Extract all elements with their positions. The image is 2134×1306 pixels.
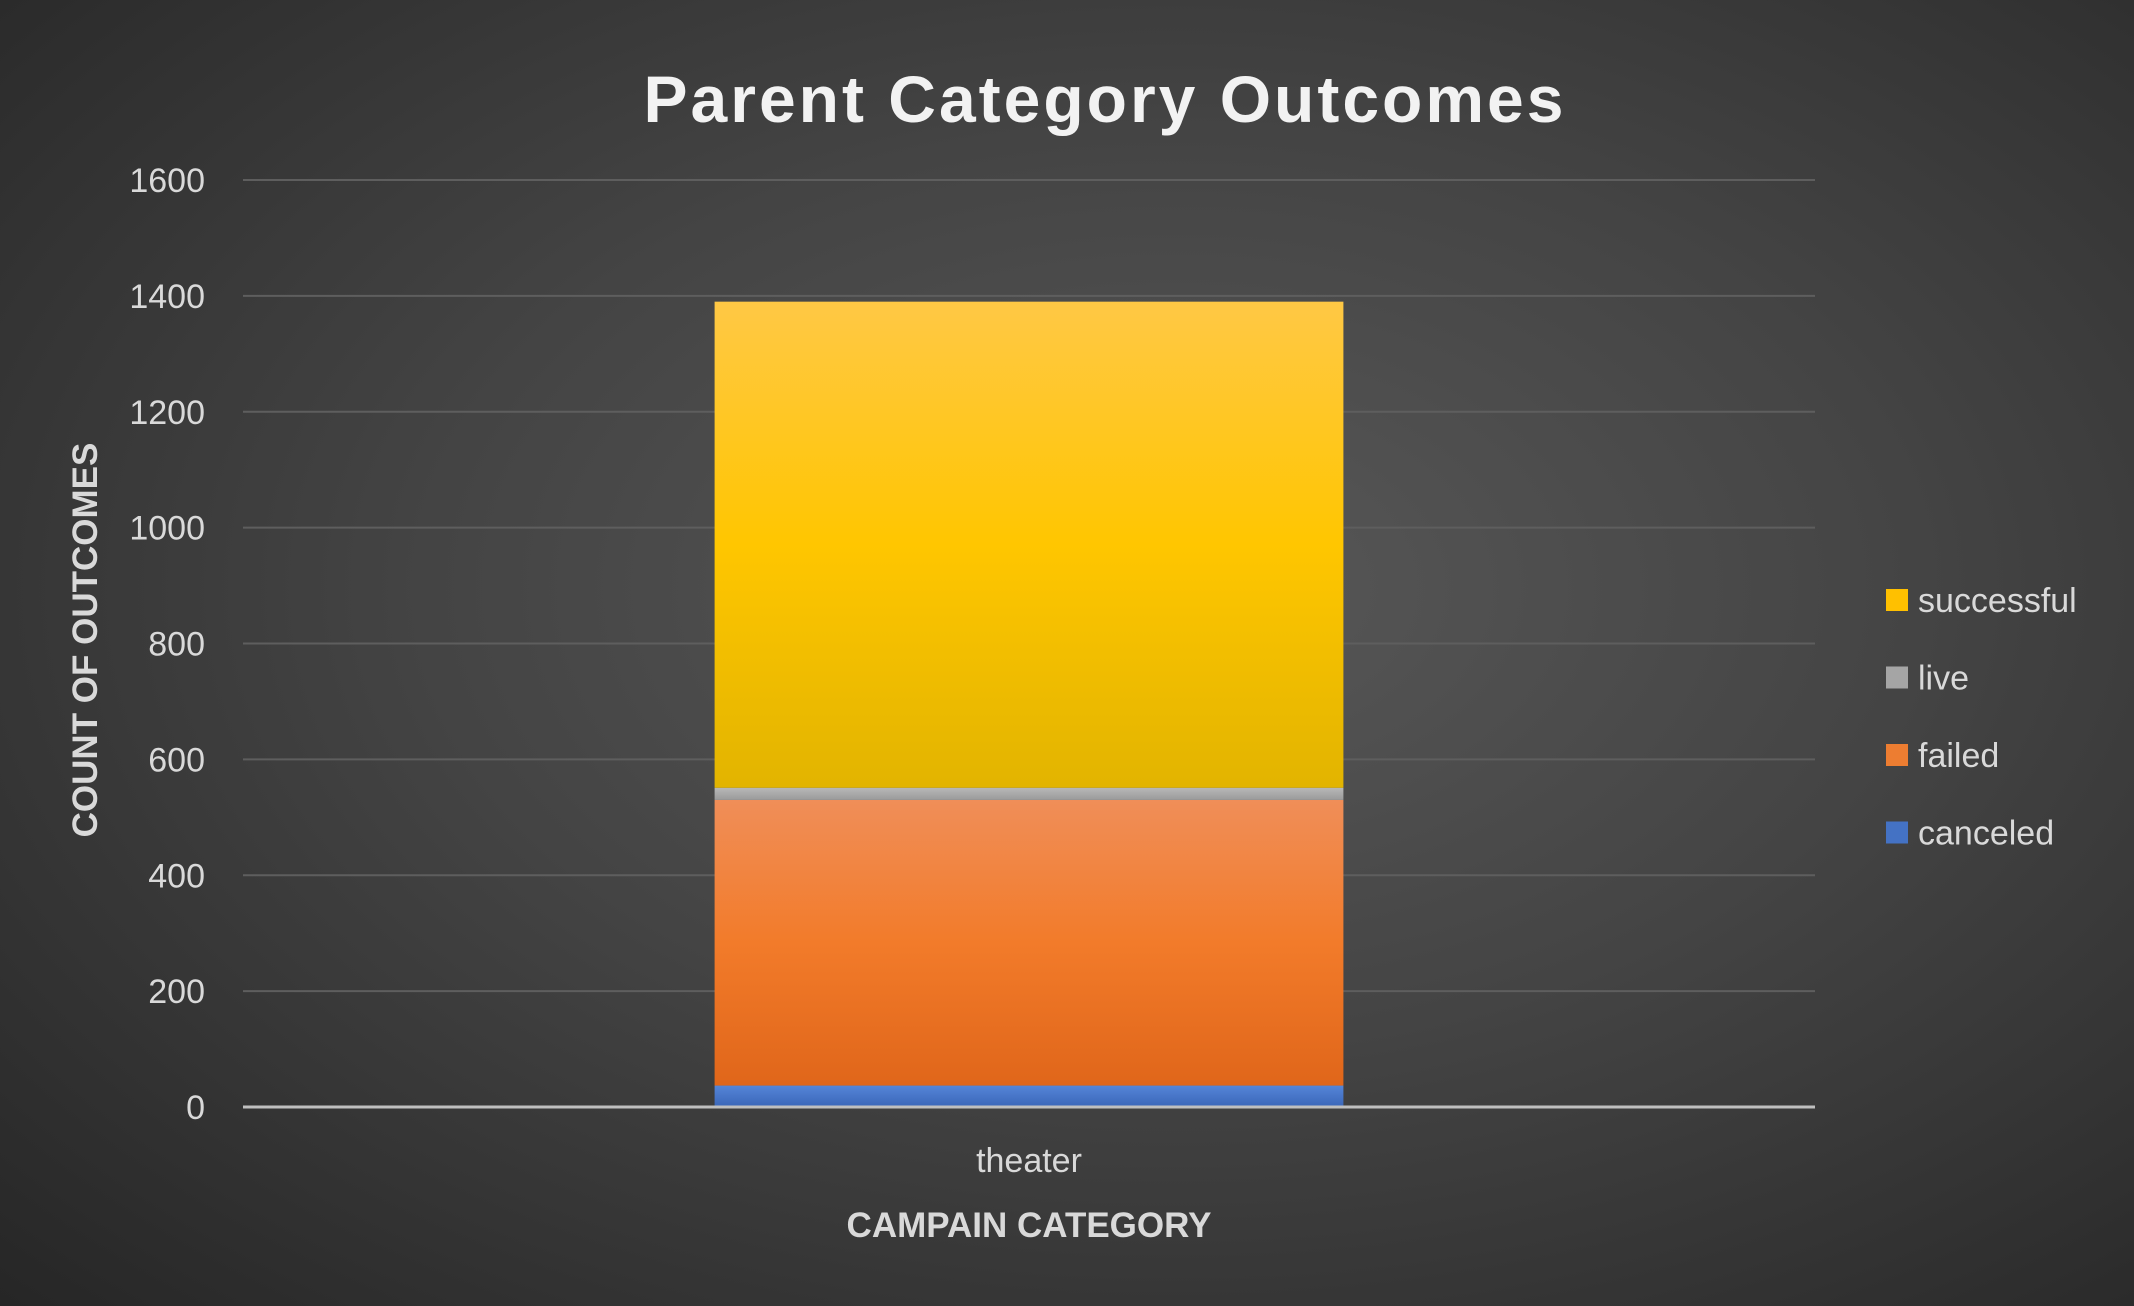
- bar-segment-successful: [714, 301, 1344, 788]
- y-tick-label: 1200: [129, 394, 205, 432]
- y-tick-label: 1600: [129, 162, 205, 200]
- bar-segment-canceled: [714, 1085, 1344, 1107]
- y-axis-tick-labels: 0 200 400 600 800 1000 1200 1400 1600: [129, 162, 205, 1127]
- legend-swatch-successful: [1886, 589, 1908, 611]
- legend-swatch-failed: [1886, 744, 1908, 766]
- legend-swatch-canceled: [1886, 821, 1908, 844]
- y-tick-label: 1400: [129, 278, 205, 316]
- chart-title: Parent Category Outcomes: [644, 62, 1567, 136]
- bar-segment-live: [714, 787, 1344, 800]
- legend: successful live failed canceled: [1886, 582, 2077, 853]
- x-axis-label: CAMPAIN CATEGORY: [847, 1206, 1212, 1245]
- bar-stack: [714, 301, 1344, 1107]
- legend-label-canceled: canceled: [1918, 815, 2054, 853]
- y-tick-label: 0: [186, 1089, 205, 1127]
- legend-label-successful: successful: [1918, 582, 2077, 620]
- bar-segment-failed: [714, 799, 1344, 1086]
- y-axis-label: COUNT OF OUTCOMES: [66, 443, 105, 838]
- y-tick-label: 800: [148, 626, 205, 664]
- legend-label-failed: failed: [1918, 737, 1999, 775]
- y-tick-label: 200: [148, 973, 205, 1011]
- x-axis-tick-labels: theater: [976, 1142, 1082, 1180]
- legend-swatch-live: [1886, 666, 1908, 689]
- y-tick-label: 400: [148, 857, 205, 895]
- x-tick-label: theater: [976, 1142, 1082, 1180]
- y-tick-label: 1000: [129, 510, 205, 548]
- y-tick-label: 600: [148, 741, 205, 779]
- legend-label-live: live: [1918, 660, 1969, 698]
